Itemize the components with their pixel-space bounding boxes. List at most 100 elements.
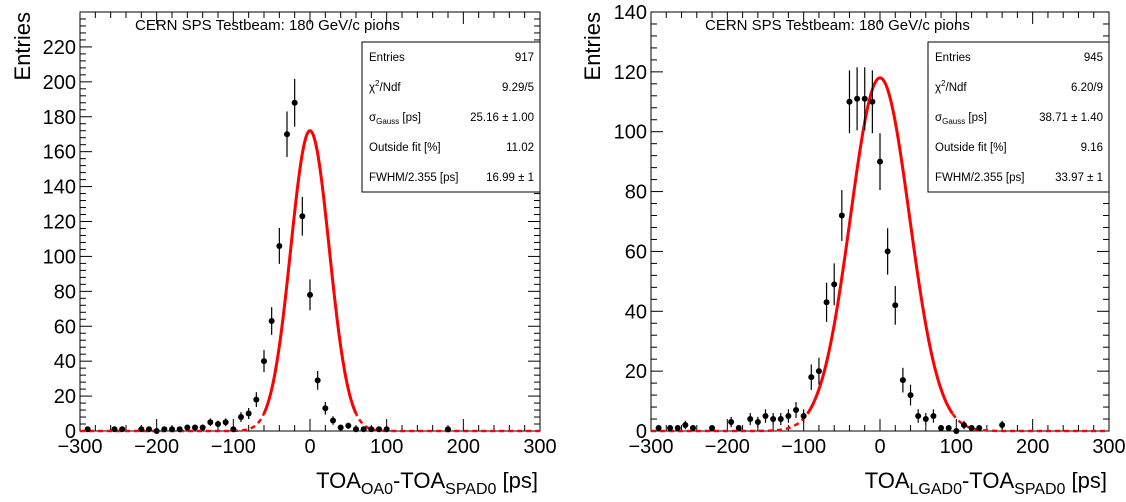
y-axis-title: Entries bbox=[10, 12, 35, 80]
data-marker bbox=[808, 374, 815, 381]
x-axis-title-subscript: LGAD0 bbox=[910, 481, 963, 498]
data-marker bbox=[383, 426, 390, 433]
data-point bbox=[207, 418, 214, 427]
data-point bbox=[815, 357, 822, 385]
data-marker bbox=[245, 410, 252, 417]
data-point bbox=[938, 425, 945, 432]
data-point bbox=[728, 416, 735, 428]
data-point bbox=[674, 425, 681, 432]
data-marker bbox=[368, 426, 375, 433]
data-point bbox=[884, 228, 891, 275]
data-point bbox=[192, 424, 198, 431]
data-point bbox=[337, 424, 344, 431]
stats-row-value: 9.16 bbox=[1081, 142, 1103, 154]
data-marker bbox=[119, 426, 126, 433]
data-point bbox=[854, 67, 861, 131]
data-marker bbox=[877, 158, 883, 165]
data-marker bbox=[322, 405, 329, 412]
data-marker bbox=[284, 131, 290, 138]
data-marker bbox=[207, 419, 214, 426]
data-point bbox=[245, 408, 252, 420]
data-marker bbox=[709, 425, 716, 432]
x-tick-label: 100 bbox=[940, 436, 973, 458]
data-marker bbox=[268, 318, 275, 325]
chart-panel-1: −300 −200 −100 0 100 200 300 0 20 40 60 80 100 120 140… bbox=[10, 11, 557, 498]
data-marker bbox=[938, 425, 945, 432]
data-point bbox=[762, 409, 769, 423]
stats-label-rest: [ps] bbox=[399, 112, 421, 124]
stats-label-main: σ bbox=[369, 112, 376, 124]
data-marker bbox=[238, 414, 244, 421]
y-tick-label: 100 bbox=[43, 246, 76, 268]
x-tick-label: 200 bbox=[1016, 436, 1049, 458]
data-marker bbox=[815, 368, 822, 375]
data-marker bbox=[253, 396, 260, 403]
stats-row-value: 11.02 bbox=[506, 142, 534, 154]
data-point bbox=[709, 425, 716, 432]
data-point bbox=[777, 413, 784, 426]
data-point bbox=[119, 426, 126, 433]
data-point bbox=[445, 426, 451, 433]
data-point bbox=[161, 426, 168, 433]
data-point bbox=[238, 412, 244, 422]
data-point bbox=[785, 409, 792, 423]
data-marker bbox=[314, 377, 321, 384]
data-point bbox=[899, 367, 906, 393]
data-point bbox=[199, 424, 206, 431]
data-marker bbox=[735, 425, 742, 432]
data-marker bbox=[915, 413, 922, 420]
stats-row-value: 33.97 ± 1 bbox=[1055, 172, 1103, 184]
data-marker bbox=[230, 426, 237, 433]
stats-row-label: σGauss [ps] bbox=[935, 112, 987, 126]
stats-row-label: FWHM/2.355 [ps] bbox=[369, 172, 458, 184]
data-marker bbox=[754, 419, 761, 426]
data-marker bbox=[884, 248, 891, 255]
data-point bbox=[268, 307, 275, 335]
data-point bbox=[976, 425, 983, 432]
data-point bbox=[747, 413, 754, 426]
y-tick-label: 200 bbox=[43, 72, 76, 94]
data-marker bbox=[785, 413, 792, 420]
y-tick-label: 180 bbox=[43, 107, 76, 129]
data-marker bbox=[146, 426, 152, 433]
stats-label-main: Entries bbox=[935, 52, 971, 64]
data-point bbox=[184, 424, 191, 431]
x-axis-title: TOAOA0-TOASPAD0 [ps] bbox=[316, 468, 538, 498]
data-marker bbox=[337, 424, 344, 431]
data-point bbox=[770, 413, 777, 426]
stats-label-rest: /Ndf bbox=[380, 82, 402, 94]
data-point bbox=[800, 409, 807, 423]
data-marker bbox=[922, 416, 929, 423]
data-point bbox=[793, 402, 800, 418]
data-marker bbox=[945, 425, 952, 432]
y-tick-label: 20 bbox=[625, 361, 647, 383]
x-axis-title-subscript: SPAD0 bbox=[1014, 481, 1065, 498]
y-axis-title: Entries bbox=[580, 12, 605, 80]
data-marker bbox=[976, 425, 983, 432]
stats-label-superscript: 2 bbox=[375, 79, 380, 88]
data-point bbox=[299, 196, 306, 236]
stats-label-main: Entries bbox=[369, 52, 405, 64]
x-axis-title-subscript: OA0 bbox=[361, 481, 393, 498]
y-tick-label: 120 bbox=[43, 212, 76, 234]
data-point bbox=[111, 426, 118, 433]
stats-label-main: χ bbox=[369, 82, 375, 94]
data-point bbox=[945, 425, 952, 432]
data-marker bbox=[793, 407, 800, 414]
y-tick-label: 60 bbox=[54, 316, 76, 338]
data-point bbox=[930, 409, 937, 423]
data-point bbox=[84, 426, 91, 433]
stats-label-rest: /Ndf bbox=[946, 82, 968, 94]
data-marker bbox=[261, 358, 267, 365]
data-point bbox=[823, 282, 830, 322]
stats-label-superscript: 2 bbox=[941, 79, 946, 88]
stats-label-main: χ bbox=[935, 82, 941, 94]
data-point bbox=[682, 420, 689, 430]
data-marker bbox=[276, 242, 283, 249]
y-tick-label: 100 bbox=[614, 122, 647, 144]
data-marker bbox=[667, 425, 674, 432]
y-tick-label: 140 bbox=[43, 177, 76, 199]
data-point bbox=[689, 425, 696, 432]
data-point bbox=[345, 422, 352, 429]
stats-row-value: 917 bbox=[515, 52, 534, 64]
